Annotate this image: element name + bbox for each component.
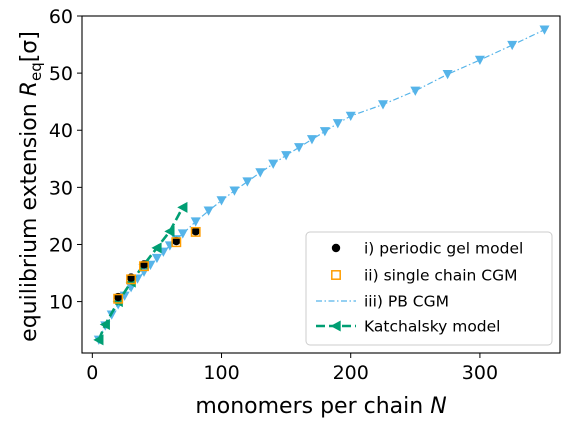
y-tick-label: 30 xyxy=(49,177,73,199)
series-2-point xyxy=(319,127,330,137)
series-1-point xyxy=(171,237,182,248)
series-1-point xyxy=(113,293,124,304)
series-2-point xyxy=(539,25,550,35)
y-tick-label: 40 xyxy=(49,120,73,142)
series-2-point xyxy=(190,217,201,227)
legend-box xyxy=(305,231,553,346)
series-3-point xyxy=(93,334,104,346)
series-1-point xyxy=(139,261,149,272)
legend-item: Katchalsky model xyxy=(316,318,500,336)
series-2-point xyxy=(229,186,240,196)
legend-marker xyxy=(330,320,341,332)
series-1-point xyxy=(190,226,201,237)
series-2-point xyxy=(294,143,305,153)
series-0-point xyxy=(191,227,200,236)
series-2-point xyxy=(242,177,253,187)
series-2-point xyxy=(177,229,188,239)
axes: 0 100 200 300 10 20 30 40 50 60 monomers per chain… xyxy=(17,6,561,419)
series-0-point xyxy=(172,236,181,246)
series-2-point xyxy=(281,151,292,161)
series-2-point xyxy=(378,100,389,110)
series-3-point xyxy=(164,225,175,237)
series-2-point xyxy=(203,206,214,216)
series-2-point xyxy=(442,70,453,80)
series-2-point xyxy=(332,119,343,129)
series-2-point xyxy=(151,253,162,264)
legend-marker xyxy=(331,270,341,280)
series-3-point xyxy=(177,201,188,213)
legend-item: ii) single chain CGM xyxy=(331,267,518,285)
x-tick-label: 200 xyxy=(333,362,369,384)
y-tick-label: 10 xyxy=(49,292,73,314)
series-2-point xyxy=(410,86,421,96)
series-2-point xyxy=(507,40,518,51)
legend-label: ii) single chain CGM xyxy=(364,267,518,285)
legend: i) periodic gel model ii) single chain CG… xyxy=(305,231,553,346)
legend-marker xyxy=(331,243,341,253)
series-3-point xyxy=(151,242,162,254)
y-tick-label: 20 xyxy=(49,234,73,256)
x-tick-label: 300 xyxy=(462,362,498,384)
x-tick-label: 0 xyxy=(86,362,98,384)
series-2-point xyxy=(306,135,317,145)
y-tick-label: 60 xyxy=(49,6,73,28)
plot-area xyxy=(93,25,550,346)
legend-label: Katchalsky model xyxy=(364,318,500,336)
legend-label: i) periodic gel model xyxy=(364,240,523,258)
series-1 xyxy=(113,226,201,304)
legend-item: i) periodic gel model xyxy=(331,240,523,258)
series-2-point xyxy=(345,111,356,121)
series-1-point xyxy=(126,274,137,285)
series-3 xyxy=(93,201,188,346)
y-axis-label: equilibrium extension Req[σ] xyxy=(17,31,45,342)
plot-frame xyxy=(81,15,561,354)
series-3-line xyxy=(97,206,184,341)
series-2-point xyxy=(255,168,266,178)
x-tick-label: 100 xyxy=(203,362,239,384)
x-axis-label: monomers per chain N xyxy=(195,394,446,419)
y-tick-label: 50 xyxy=(49,63,73,85)
series-2-point xyxy=(268,159,279,169)
series-2-point xyxy=(216,196,227,206)
legend-item: iii) PB CGM xyxy=(316,293,449,311)
series-3-point xyxy=(99,318,110,330)
series-2-point xyxy=(474,55,485,65)
legend-label: iii) PB CGM xyxy=(364,293,449,311)
